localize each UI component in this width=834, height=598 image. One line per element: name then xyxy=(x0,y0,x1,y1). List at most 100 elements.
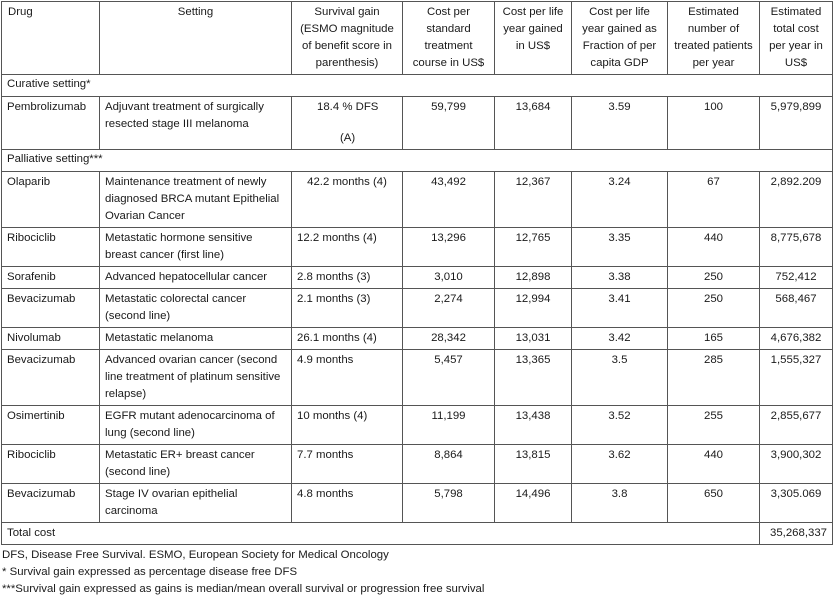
cell-survival-gain: 10 months (4) xyxy=(291,405,403,445)
cell-patients: 440 xyxy=(667,444,760,484)
cell-drug: Ribociclib xyxy=(1,444,100,484)
section-label-palliative: Palliative setting*** xyxy=(1,149,833,172)
table-row: Bevacizumab Stage IV ovarian epithelial … xyxy=(1,483,833,523)
section-row-palliative: Palliative setting*** xyxy=(1,149,833,172)
cell-survival-gain: 2.8 months (3) xyxy=(291,266,403,289)
cell-drug: Sorafenib xyxy=(1,266,100,289)
cell-cost-course: 8,864 xyxy=(402,444,495,484)
cell-cost-life-year: 13,684 xyxy=(494,96,572,150)
cell-drug: Bevacizumab xyxy=(1,288,100,328)
header-cost-course: Cost per standard treatment course in US… xyxy=(402,1,495,75)
cell-drug: Pembrolizumab xyxy=(1,96,100,150)
cell-drug: Bevacizumab xyxy=(1,483,100,523)
cell-drug: Olaparib xyxy=(1,171,100,228)
cell-cost-course: 28,342 xyxy=(402,327,495,350)
cell-cost-life-year: 13,031 xyxy=(494,327,572,350)
total-row: Total cost 35,268,337 xyxy=(1,522,833,545)
cell-fraction-gdp: 3.8 xyxy=(571,483,668,523)
cell-setting: Metastatic melanoma xyxy=(99,327,292,350)
cell-cost-course: 43,492 xyxy=(402,171,495,228)
cell-cost-course: 5,457 xyxy=(402,349,495,406)
cell-fraction-gdp: 3.24 xyxy=(571,171,668,228)
cell-total-cost: 3,305.069 xyxy=(759,483,833,523)
header-drug: Drug xyxy=(1,1,100,75)
cell-survival-gain: 2.1 months (3) xyxy=(291,288,403,328)
cell-setting: Metastatic hormone sensitive breast canc… xyxy=(99,227,292,267)
cell-patients: 285 xyxy=(667,349,760,406)
cell-setting: Maintenance treatment of newly diagnosed… xyxy=(99,171,292,228)
cell-patients: 250 xyxy=(667,266,760,289)
header-cost-life-year: Cost per life year gained in US$ xyxy=(494,1,572,75)
table-row: Ribociclib Metastatic ER+ breast cancer … xyxy=(1,444,833,484)
cell-cost-life-year: 13,438 xyxy=(494,405,572,445)
cell-patients: 67 xyxy=(667,171,760,228)
header-setting: Setting xyxy=(99,1,292,75)
cell-fraction-gdp: 3.42 xyxy=(571,327,668,350)
section-label-curative: Curative setting* xyxy=(1,74,833,97)
cell-drug: Ribociclib xyxy=(1,227,100,267)
cell-total-cost: 752,412 xyxy=(759,266,833,289)
cell-patients: 165 xyxy=(667,327,760,350)
cell-patients: 650 xyxy=(667,483,760,523)
cell-total-cost: 2,892.209 xyxy=(759,171,833,228)
total-label: Total cost xyxy=(1,522,760,545)
cell-survival-gain: 18.4 % DFS (A) xyxy=(291,96,403,150)
cell-cost-life-year: 12,367 xyxy=(494,171,572,228)
table-row: Ribociclib Metastatic hormone sensitive … xyxy=(1,227,833,267)
cell-cost-life-year: 12,765 xyxy=(494,227,572,267)
cell-fraction-gdp: 3.52 xyxy=(571,405,668,445)
cell-gain-text: 18.4 % DFS xyxy=(317,101,379,113)
cell-drug: Osimertinib xyxy=(1,405,100,445)
cell-survival-gain: 12.2 months (4) xyxy=(291,227,403,267)
cell-fraction-gdp: 3.35 xyxy=(571,227,668,267)
cell-cost-life-year: 12,898 xyxy=(494,266,572,289)
cell-cost-life-year: 13,815 xyxy=(494,444,572,484)
cell-survival-gain: 26.1 months (4) xyxy=(291,327,403,350)
table-row: Nivolumab Metastatic melanoma 26.1 month… xyxy=(1,327,833,350)
cell-cost-course: 13,296 xyxy=(402,227,495,267)
footnote-abbreviations: DFS, Disease Free Survival. ESMO, Europe… xyxy=(2,549,389,561)
cell-cost-course: 2,274 xyxy=(402,288,495,328)
cell-cost-course: 5,798 xyxy=(402,483,495,523)
cell-setting: Advanced hepatocellular cancer xyxy=(99,266,292,289)
cell-total-cost: 3,900,302 xyxy=(759,444,833,484)
cell-cost-life-year: 14,496 xyxy=(494,483,572,523)
cell-cost-life-year: 12,994 xyxy=(494,288,572,328)
cell-survival-gain: 42.2 months (4) xyxy=(291,171,403,228)
cell-setting: Metastatic colorectal cancer (second lin… xyxy=(99,288,292,328)
cell-setting: Metastatic ER+ breast cancer (second lin… xyxy=(99,444,292,484)
header-survival-gain: Survival gain (ESMO magnitude of benefit… xyxy=(291,1,403,75)
cell-cost-course: 11,199 xyxy=(402,405,495,445)
cell-total-cost: 568,467 xyxy=(759,288,833,328)
cell-cost-course: 59,799 xyxy=(402,96,495,150)
cell-fraction-gdp: 3.38 xyxy=(571,266,668,289)
cell-fraction-gdp: 3.62 xyxy=(571,444,668,484)
cell-drug: Nivolumab xyxy=(1,327,100,350)
header-fraction-gdp: Cost per life year gained as Fraction of… xyxy=(571,1,668,75)
cell-setting: Stage IV ovarian epithelial carcinoma xyxy=(99,483,292,523)
cell-patients: 440 xyxy=(667,227,760,267)
cell-cost-course: 3,010 xyxy=(402,266,495,289)
cell-setting: EGFR mutant adenocarcinoma of lung (seco… xyxy=(99,405,292,445)
cell-setting: Adjuvant treatment of surgically resecte… xyxy=(99,96,292,150)
cost-table: Drug Setting Survival gain (ESMO magnitu… xyxy=(1,1,833,545)
cell-survival-gain: 4.8 months xyxy=(291,483,403,523)
table-footnotes: DFS, Disease Free Survival. ESMO, Europe… xyxy=(2,547,832,598)
cell-survival-gain: 4.9 months xyxy=(291,349,403,406)
table-row: Bevacizumab Advanced ovarian cancer (sec… xyxy=(1,349,833,406)
table-row: Olaparib Maintenance treatment of newly … xyxy=(1,171,833,228)
footnote-palliative: ***Survival gain expressed as gains is m… xyxy=(2,583,485,595)
cell-fraction-gdp: 3.5 xyxy=(571,349,668,406)
table-row: Osimertinib EGFR mutant adenocarcinoma o… xyxy=(1,405,833,445)
cell-patients: 255 xyxy=(667,405,760,445)
cell-patients: 250 xyxy=(667,288,760,328)
table-row: Sorafenib Advanced hepatocellular cancer… xyxy=(1,266,833,289)
total-value: 35,268,337 xyxy=(759,522,833,545)
cell-fraction-gdp: 3.59 xyxy=(571,96,668,150)
cell-total-cost: 4,676,382 xyxy=(759,327,833,350)
cell-total-cost: 2,855,677 xyxy=(759,405,833,445)
cell-drug: Bevacizumab xyxy=(1,349,100,406)
cell-esmo-score: (A) xyxy=(340,132,356,144)
cell-survival-gain: 7.7 months xyxy=(291,444,403,484)
cell-setting: Advanced ovarian cancer (second line tre… xyxy=(99,349,292,406)
